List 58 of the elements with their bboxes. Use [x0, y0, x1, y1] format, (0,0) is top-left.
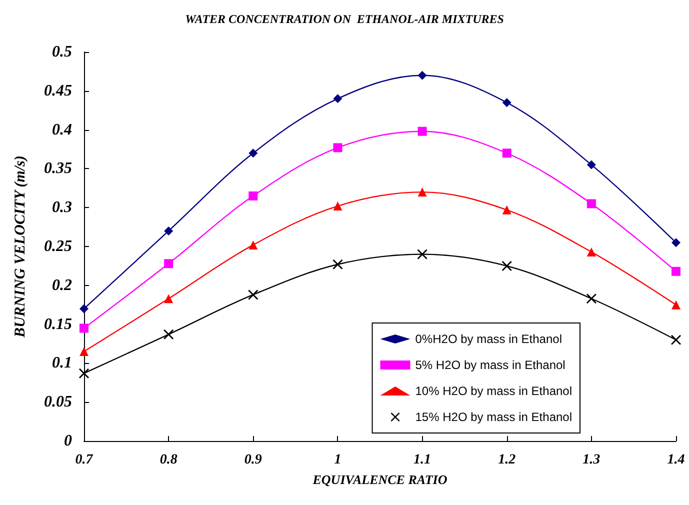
point — [502, 260, 512, 271]
y-tick-label: 0.05 — [44, 394, 72, 411]
point — [248, 148, 258, 158]
point — [586, 199, 596, 208]
point — [586, 294, 596, 304]
point — [333, 202, 342, 211]
point — [418, 70, 427, 80]
point — [248, 191, 258, 200]
x-axis-title: EQUIVALENCE RATIO — [312, 472, 448, 487]
point — [418, 188, 427, 197]
legend-label: 0%H2O by mass in Ethanol — [415, 332, 562, 346]
y-tick-label: 0.45 — [44, 82, 72, 100]
point — [164, 259, 174, 268]
x-tick-label: 0.7 — [75, 452, 94, 468]
point — [671, 334, 681, 345]
y-tick-label: 0.3 — [52, 199, 72, 216]
legend-label: 10% H2O by mass in Ethanol — [415, 384, 572, 398]
x-tick-label: 1.3 — [582, 452, 600, 468]
point — [418, 126, 427, 136]
point — [586, 247, 596, 256]
point — [79, 368, 89, 378]
y-tick-label: 0.25 — [44, 238, 72, 255]
point — [248, 240, 258, 250]
legend-label: 15% H2O by mass in Ethanol — [415, 410, 572, 424]
point — [164, 294, 174, 304]
point — [333, 143, 342, 152]
point — [586, 160, 596, 170]
point — [332, 259, 343, 270]
y-tick-label: 0.1 — [52, 354, 72, 372]
chart-title: WATER CONCENTRATION ON ETHANOL-AIR MIXTURES — [185, 12, 504, 26]
y-tick-label: 0.4 — [52, 121, 72, 138]
point — [333, 94, 342, 104]
y-tick-label: 0 — [64, 432, 72, 450]
y-axis-title: BURNING VELOCITY (m/s) — [12, 156, 28, 338]
point — [164, 226, 174, 236]
point — [417, 249, 428, 260]
x-tick-label: 1.2 — [498, 452, 516, 468]
legend-label: 5% H2O by mass in Ethanol — [415, 358, 566, 372]
x-tick-label: 1.1 — [414, 452, 432, 468]
point — [502, 98, 512, 108]
y-tick-label: 0.15 — [44, 316, 72, 333]
y-tick-label: 0.2 — [52, 276, 72, 294]
point — [502, 148, 512, 158]
point — [80, 304, 88, 314]
point — [80, 324, 88, 333]
point — [248, 290, 258, 300]
x-tick-label: 1 — [334, 452, 342, 468]
point — [502, 205, 512, 214]
point — [672, 238, 680, 248]
point — [164, 329, 174, 340]
x-tick-label: 0.9 — [244, 452, 262, 468]
point — [672, 300, 680, 310]
x-tick-label: 0.8 — [160, 452, 178, 468]
y-tick-label: 0.35 — [44, 160, 72, 178]
point — [672, 266, 680, 276]
y-tick-label: 0.5 — [52, 44, 72, 60]
point — [80, 347, 88, 356]
x-tick-label: 1.4 — [667, 452, 685, 468]
